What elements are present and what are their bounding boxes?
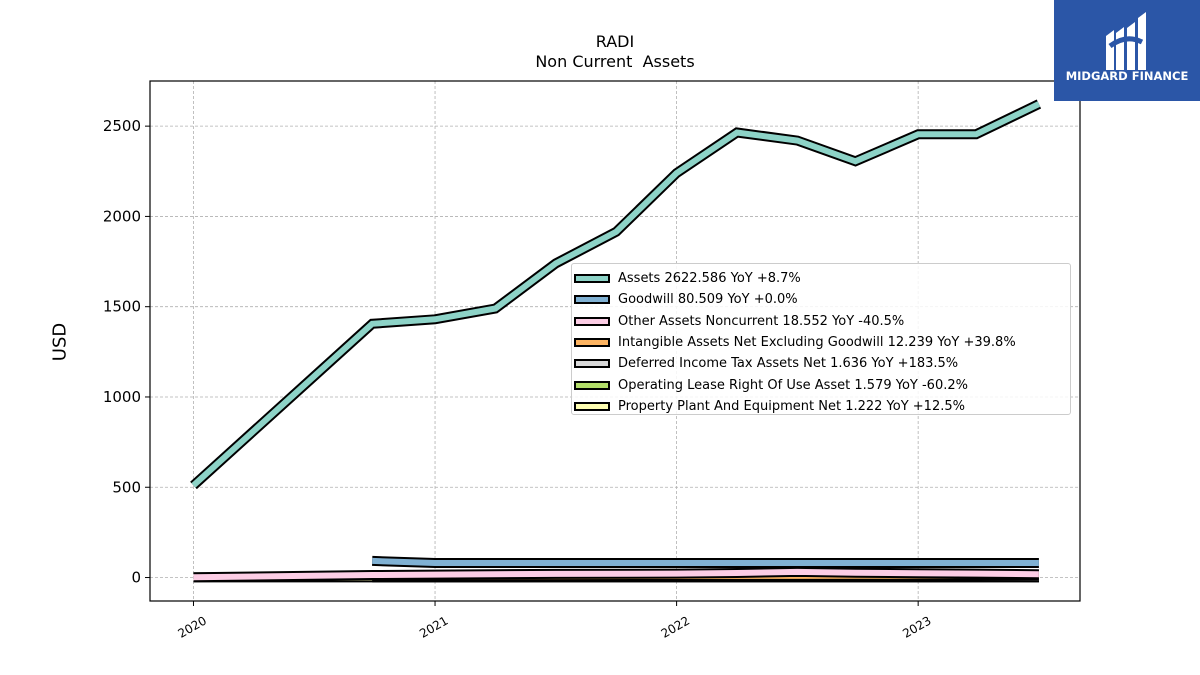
legend-item-operating-lease-right-of-use-asset: Operating Lease Right Of Use Asset 1.579… [572,374,1070,395]
y-tick-label: 500 [112,478,141,496]
series-goodwill-line [372,557,1039,566]
plot-frame [149,80,1081,602]
midgard-finance-logo: MIDGARD FINANCE [1054,0,1200,101]
series-layer [190,99,1042,583]
logo-text: MIDGARD FINANCE [1065,69,1189,83]
series-assets-line [191,101,1041,488]
legend-swatch [574,295,610,305]
x-tick-label: 2023 [900,613,933,640]
legend-label: Assets 2622.586 YoY +8.7% [618,271,801,287]
legend-item-deferred-income-tax-assets-net: Deferred Income Tax Assets Net 1.636 YoY… [572,353,1070,374]
legend-swatch [574,380,610,390]
legend-label: Operating Lease Right Of Use Asset 1.579… [618,377,968,393]
y-tick-label: 0 [131,569,141,587]
series-other-assets-noncurrent-line [193,568,1039,581]
x-tick-label: 2021 [417,613,450,640]
legend-item-goodwill: Goodwill 80.509 YoY +0.0% [572,289,1070,310]
y-tick-label: 1000 [103,388,141,406]
legend-swatch [574,338,610,348]
legend-item-other-assets-noncurrent: Other Assets Noncurrent 18.552 YoY -40.5… [572,311,1070,332]
chart-subtitle-text: Non Current Assets [535,52,695,71]
y-axis-label: USD [49,322,71,362]
legend-label: Deferred Income Tax Assets Net 1.636 YoY… [618,356,959,372]
legend-item-intangible-assets-net-excluding-goodwill: Intangible Assets Net Excluding Goodwill… [572,332,1070,353]
chart-title: RADI Non Current Assets [0,32,1200,72]
logo-mark-icon [1106,12,1146,70]
legend-swatch [574,274,610,284]
y-tick-label: 2500 [103,117,141,135]
legend-label: Other Assets Noncurrent 18.552 YoY -40.5… [618,313,905,329]
legend-swatch [574,401,610,411]
y-tick-label: 2000 [103,207,141,225]
legend-item-property-plant-and-equipment-net: Property Plant And Equipment Net 1.222 Y… [572,396,1070,417]
legend-label: Property Plant And Equipment Net 1.222 Y… [618,398,965,414]
y-tick-label: 1500 [103,298,141,316]
legend: Assets 2622.586 YoY +8.7% Goodwill 80.509… [571,263,1071,415]
x-tick-label: 2022 [659,613,692,640]
legend-item-assets: Assets 2622.586 YoY +8.7% [572,268,1070,289]
legend-swatch [574,359,610,369]
chart-title-text: RADI [595,32,635,51]
legend-label: Goodwill 80.509 YoY +0.0% [618,292,798,308]
legend-label: Intangible Assets Net Excluding Goodwill… [618,335,1016,351]
x-tick-label: 2020 [176,613,209,640]
legend-swatch [574,316,610,326]
